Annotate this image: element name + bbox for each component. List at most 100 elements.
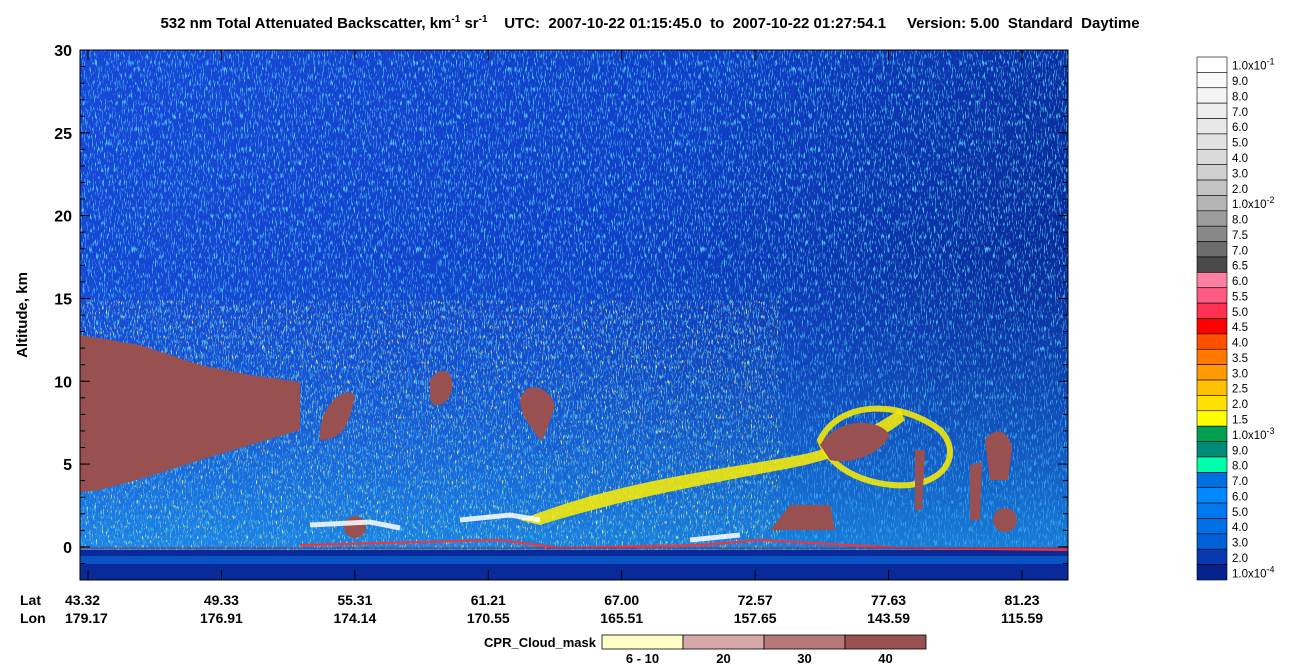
backscatter-field [80, 50, 1068, 580]
colorbar-label-exp: -1 [1267, 57, 1275, 67]
colorbar-swatch [1196, 364, 1228, 381]
y-tick-label: 25 [54, 126, 72, 143]
x-tick-label: 55.31 [337, 592, 372, 608]
colorbar-swatch [1196, 195, 1228, 212]
colorbar-label: 1.5 [1232, 414, 1248, 426]
cloud-mask-title: CPR_Cloud_mask [484, 635, 597, 650]
colorbar-label-text: 3.0 [1232, 538, 1248, 550]
colorbar-label: 8.0 [1232, 461, 1248, 473]
colorbar-label: 1.0x10-2 [1232, 195, 1275, 211]
colorbar-label-text: 7.0 [1232, 476, 1248, 488]
colorbar-label: 4.5 [1232, 322, 1248, 334]
colorbar-label-text: 4.5 [1232, 322, 1248, 334]
colorbar-label: 1.0x10-1 [1232, 57, 1275, 73]
cloud-mask-label: 40 [878, 651, 892, 666]
colorbar-label: 7.0 [1232, 107, 1248, 119]
x-tick-label: 143.59 [867, 610, 910, 626]
colorbar-label: 9.0 [1232, 445, 1248, 457]
colorbar-swatch [1196, 533, 1228, 550]
colorbar-swatch [1196, 379, 1228, 396]
colorbar-label-text: 4.0 [1232, 338, 1248, 350]
colorbar-label: 7.0 [1232, 245, 1248, 257]
colorbar-swatch [1196, 487, 1228, 504]
chart-title: 532 nm Total Attenuated Backscatter, km-… [160, 14, 1139, 32]
x-tick-label: 176.91 [200, 610, 243, 626]
x-tick-label: 77.63 [871, 592, 906, 608]
colorbar-label-text: 7.0 [1232, 107, 1248, 119]
colorbar-label-text: 1.0x10 [1232, 61, 1267, 73]
colorbar-swatch [1196, 272, 1228, 289]
cloud-mask-swatch [601, 634, 684, 650]
colorbar-swatch [1196, 256, 1228, 273]
colorbar-swatch [1196, 179, 1228, 196]
colorbar-label-text: 2.0 [1232, 184, 1248, 196]
colorbar-label: 4.0 [1232, 522, 1248, 534]
colorbar-label-text: 8.0 [1232, 461, 1248, 473]
colorbar-label-text: 3.0 [1232, 168, 1248, 180]
colorbar-label: 8.0 [1232, 215, 1248, 227]
x-tick-label: 49.33 [204, 592, 239, 608]
colorbar-label: 2.0 [1232, 553, 1248, 565]
title-main: 532 nm Total Attenuated Backscatter, km [160, 15, 451, 32]
colorbar-label: 3.5 [1232, 353, 1248, 365]
colorbar-label-exp: -3 [1267, 426, 1275, 436]
colorbar-label-text: 5.5 [1232, 291, 1248, 303]
cloud-mask-label: 6 - 10 [626, 651, 659, 666]
y-tick-label: 5 [63, 457, 72, 474]
colorbar-label: 5.0 [1232, 507, 1248, 519]
colorbar-swatch [1196, 348, 1228, 365]
cloud-mask-label: 20 [716, 651, 730, 666]
title-time: UTC: 2007-10-22 01:15:45.0 to 2007-10-22… [504, 15, 886, 32]
title-version: Version: 5.00 Standard Daytime [907, 15, 1140, 32]
colorbar-label: 5.0 [1232, 138, 1248, 150]
colorbar-label-text: 8.0 [1232, 91, 1248, 103]
colorbar-label: 2.0 [1232, 399, 1248, 411]
colorbar-swatch [1196, 518, 1228, 535]
cloud-mask-swatch [682, 634, 765, 650]
y-tick-label: 10 [54, 374, 72, 391]
colorbar-swatch [1196, 148, 1228, 165]
colorbar-label: 2.0 [1232, 184, 1248, 196]
colorbar-swatch [1196, 287, 1228, 304]
colorbar-swatch [1196, 87, 1228, 104]
colorbar-label: 1.0x10-4 [1232, 564, 1275, 580]
y-tick-label: 15 [54, 291, 72, 308]
y-tick-label: 30 [54, 43, 72, 60]
colorbar-label: 7.0 [1232, 476, 1248, 488]
x-tick-label: 61.21 [471, 592, 506, 608]
colorbar-label-text: 1.0x10 [1232, 199, 1267, 211]
colorbar-label: 5.0 [1232, 307, 1248, 319]
x-tick-label: 81.23 [1004, 592, 1039, 608]
colorbar-swatch [1196, 102, 1228, 119]
y-axis-label: Altitude, km [14, 272, 31, 358]
colorbar-label-text: 7.5 [1232, 230, 1248, 242]
cloud-mask-swatch [844, 634, 927, 650]
colorbar-label-text: 5.0 [1232, 507, 1248, 519]
colorbar-swatch [1196, 225, 1228, 242]
colorbar-label-text: 9.0 [1232, 445, 1248, 457]
colorbar-swatch [1196, 425, 1228, 442]
colorbar-label: 6.0 [1232, 276, 1248, 288]
colorbar-label: 8.0 [1232, 91, 1248, 103]
colorbar-label: 6.0 [1232, 491, 1248, 503]
colorbar-label-text: 7.0 [1232, 245, 1248, 257]
colorbar-swatch [1196, 318, 1228, 335]
title-unit: sr [460, 15, 479, 32]
colorbar-label: 4.0 [1232, 338, 1248, 350]
x-tick-label: 115.59 [1001, 610, 1043, 626]
colorbar-swatch [1196, 502, 1228, 519]
colorbar-label: 6.5 [1232, 261, 1248, 273]
x-tick-label: 174.14 [333, 610, 376, 626]
colorbar-label-text: 2.0 [1232, 399, 1248, 411]
colorbar-label-text: 1.0x10 [1232, 568, 1267, 580]
x-row-name: Lat [20, 592, 41, 608]
colorbar-swatch [1196, 395, 1228, 412]
colorbar-label: 3.0 [1232, 538, 1248, 550]
colorbar-label: 1.0x10-3 [1232, 426, 1275, 442]
colorbar-label-text: 5.0 [1232, 307, 1248, 319]
colorbar-label-text: 6.0 [1232, 276, 1248, 288]
cloud-mask-swatch [763, 634, 846, 650]
colorbar-label-text: 5.0 [1232, 138, 1248, 150]
x-tick-label: 43.32 [65, 592, 100, 608]
x-tick-label: 157.65 [734, 610, 777, 626]
